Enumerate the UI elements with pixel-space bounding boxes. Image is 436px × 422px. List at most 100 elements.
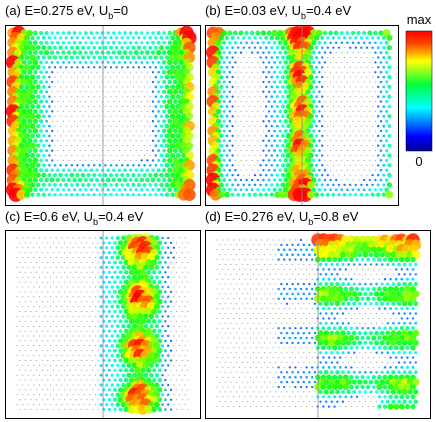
site: [216, 406, 218, 408]
site: [352, 263, 356, 266]
site: [264, 46, 268, 50]
site: [238, 376, 240, 378]
site: [38, 355, 40, 357]
site: [385, 168, 389, 172]
site: [387, 143, 392, 148]
site: [178, 257, 180, 259]
site: [173, 296, 175, 298]
site: [352, 61, 354, 63]
site: [222, 249, 224, 251]
site: [156, 60, 161, 65]
site: [240, 71, 242, 73]
site: [363, 52, 365, 54]
site: [116, 135, 118, 137]
site: [286, 391, 288, 393]
site: [325, 400, 328, 403]
site: [149, 125, 151, 127]
site: [313, 35, 320, 41]
site: [36, 75, 41, 80]
site: [392, 362, 394, 363]
site: [380, 263, 384, 266]
site: [257, 169, 259, 171]
site: [297, 352, 299, 354]
site: [39, 187, 43, 192]
site: [52, 291, 54, 293]
site: [282, 336, 286, 340]
site: [344, 86, 346, 88]
site: [238, 386, 240, 388]
site: [66, 355, 68, 357]
site: [24, 369, 26, 371]
site: [159, 153, 164, 158]
site: [252, 273, 254, 275]
site: [385, 399, 390, 404]
site: [71, 106, 73, 107]
site: [38, 50, 44, 55]
site: [74, 120, 76, 122]
site: [352, 140, 354, 142]
site: [282, 326, 286, 330]
site: [266, 327, 268, 329]
site: [255, 327, 257, 329]
site: [71, 76, 73, 78]
panel-title: (a) E=0.275 eV, Ub=0: [5, 3, 128, 21]
site: [110, 255, 115, 260]
site: [187, 399, 189, 401]
site: [382, 384, 388, 390]
site: [245, 41, 248, 45]
site: [329, 41, 332, 45]
site: [397, 273, 401, 276]
site: [219, 84, 224, 90]
site: [390, 329, 397, 337]
site: [294, 336, 297, 340]
site: [105, 275, 109, 279]
site: [315, 154, 318, 157]
site: [110, 246, 114, 250]
site: [228, 51, 232, 55]
site: [97, 281, 99, 283]
site: [355, 86, 357, 88]
site: [378, 317, 380, 319]
site: [413, 399, 419, 405]
site: [367, 308, 369, 310]
site: [374, 301, 379, 306]
site: [283, 89, 288, 94]
site: [327, 326, 331, 331]
site: [170, 379, 172, 381]
site: [280, 253, 283, 256]
site: [39, 99, 43, 104]
site: [261, 259, 263, 261]
site: [164, 84, 170, 90]
site: [39, 89, 43, 94]
site: [275, 85, 279, 89]
site: [275, 244, 277, 246]
site: [166, 88, 173, 95]
site: [341, 110, 343, 112]
site: [27, 247, 29, 249]
site: [36, 123, 41, 129]
site: [178, 394, 180, 396]
site: [356, 406, 358, 408]
site: [164, 65, 170, 70]
site: [30, 379, 32, 381]
site: [254, 155, 256, 156]
site: [82, 76, 84, 78]
site: [283, 60, 289, 65]
site: [166, 344, 170, 348]
site: [118, 309, 123, 314]
site: [243, 135, 245, 137]
site: [260, 145, 262, 147]
site: [156, 31, 161, 35]
site: [113, 241, 117, 245]
site: [318, 282, 323, 287]
site: [134, 177, 139, 183]
site: [164, 320, 167, 323]
site: [264, 362, 266, 363]
site: [231, 173, 234, 177]
site: [385, 80, 389, 84]
site: [170, 74, 176, 80]
site: [261, 366, 263, 368]
site: [219, 104, 224, 109]
site: [157, 387, 163, 393]
site: [377, 395, 381, 399]
